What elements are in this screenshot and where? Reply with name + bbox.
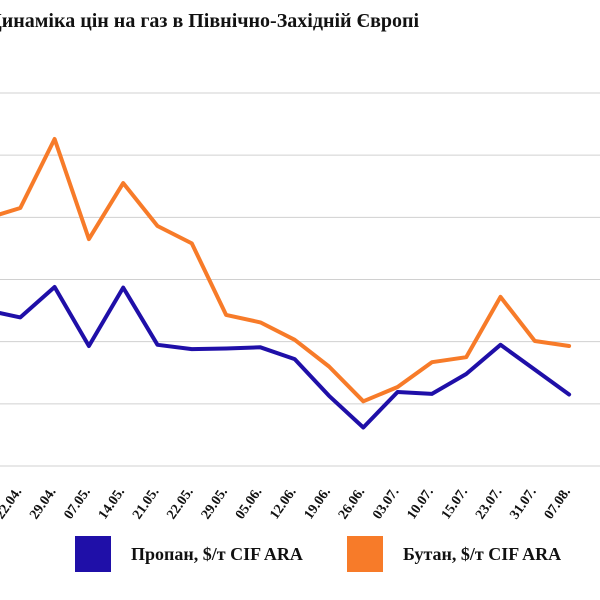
legend-label-butane: Бутан, $/т CIF ARA	[403, 543, 562, 564]
x-tick-label: 23.07.	[473, 485, 505, 522]
x-tick-label: 10.07.	[405, 485, 437, 522]
legend-label-propane: Пропан, $/т CIF ARA	[131, 543, 303, 564]
x-tick-label: 29.05.	[199, 485, 231, 522]
legend-swatch-propane	[75, 536, 111, 572]
x-tick-label: 22.05.	[164, 485, 196, 522]
legend: Пропан, $/т CIF ARA Бутан, $/т CIF ARA	[0, 530, 600, 580]
chart-title: Динаміка цін на газ в Північно-Західній …	[0, 10, 420, 32]
series-line-1	[0, 137, 572, 404]
x-tick-label: 31.07.	[507, 485, 539, 522]
series-line-0	[0, 285, 572, 430]
x-tick-label: 07.08.	[542, 485, 574, 522]
legend-swatch-butane	[347, 536, 383, 572]
x-tick-label: 15.07.	[439, 485, 471, 522]
x-tick-label: 26.06.	[336, 485, 368, 522]
x-tick-label: 12.06.	[267, 485, 299, 522]
legend-item-butane: Бутан, $/т CIF ARA	[347, 536, 561, 572]
x-tick-label: 29.04.	[27, 485, 59, 522]
x-tick-label: 21.05.	[130, 485, 162, 522]
x-tick-label: 05.06.	[233, 485, 265, 522]
x-tick-label: 07.05.	[62, 485, 94, 522]
x-tick-label: 03.07.	[370, 485, 402, 522]
legend-item-propane: Пропан, $/т CIF ARA	[75, 536, 303, 572]
x-tick-label: 19.06.	[302, 485, 334, 522]
x-tick-label: 14.05.	[96, 485, 128, 522]
x-tick-label: 22.04.	[0, 485, 25, 522]
